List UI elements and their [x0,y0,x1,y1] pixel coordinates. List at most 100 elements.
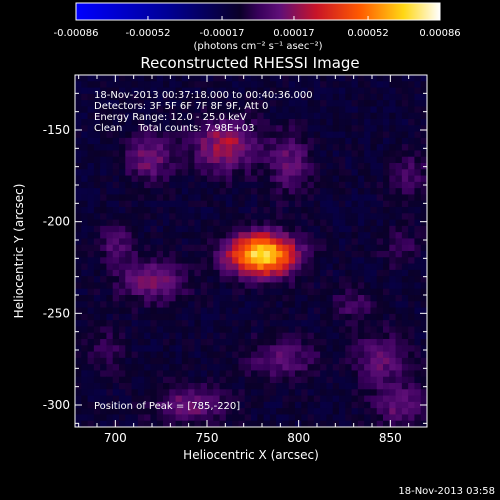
heatmap-cell [144,276,151,283]
colorbar-tick-label: -0.00017 [200,28,245,39]
heatmap-cell [295,408,302,415]
heatmap-cell [169,339,176,346]
heatmap-cell [207,93,214,101]
heatmap-cell [75,364,82,371]
heatmap-cell [401,414,409,422]
heatmap-cell [389,389,396,396]
heatmap-cell [269,125,277,132]
heatmap-cell [137,288,145,296]
heatmap-cell [389,276,396,283]
heatmap-cell [351,169,359,176]
heatmap-cell [207,169,214,176]
heatmap-cell [150,163,158,170]
heatmap-cell [395,276,403,283]
heatmap-cell [232,370,239,378]
heatmap-cell [383,75,390,82]
heatmap-cell [106,276,114,283]
heatmap-cell [408,238,415,246]
heatmap-cell [395,345,403,352]
heatmap-cell [100,93,107,101]
heatmap-cell [401,257,409,264]
heatmap-cell [81,332,88,340]
heatmap-cell [188,376,195,384]
heatmap-cell [232,376,239,384]
heatmap-cell [238,93,246,101]
heatmap-cell [401,263,409,271]
heatmap-cell [276,106,283,114]
heatmap-cell [188,288,195,296]
heatmap-cell [282,401,290,409]
heatmap-cell [326,207,334,214]
heatmap-cell [364,269,371,277]
heatmap-cell [169,313,176,321]
heatmap-cell [156,169,164,176]
heatmap-cell [181,125,189,132]
heatmap-cell [288,251,296,258]
heatmap-cell [93,188,101,195]
heatmap-cell [238,207,246,214]
heatmap-cell [131,269,139,277]
heatmap-cell [244,313,252,321]
heatmap-cell [332,307,340,315]
heatmap-cell [131,351,139,359]
heatmap-cell [326,307,334,315]
heatmap-cell [75,238,82,246]
heatmap-cell [119,87,126,95]
heatmap-cell [345,81,352,88]
heatmap-cell [137,150,145,158]
heatmap-cell [93,401,101,409]
heatmap-cell [408,383,415,390]
heatmap-cell [295,295,302,302]
heatmap-cell [175,345,183,352]
heatmap-cell [112,307,120,315]
heatmap-cell [219,219,227,227]
heatmap-cell [370,408,378,415]
heatmap-cell [232,213,239,220]
heatmap-cell [144,163,151,170]
heatmap-cell [395,93,403,101]
heatmap-cell [112,144,120,151]
heatmap-cell [414,383,422,390]
heatmap-cell [339,213,346,220]
heatmap-cell [339,156,346,164]
heatmap-cell [339,207,346,214]
heatmap-cell [106,213,114,220]
heatmap-cell [414,313,422,321]
heatmap-cell [163,119,170,126]
colorbar-tick-label: -0.00052 [125,28,170,39]
heatmap-cell [326,181,334,189]
heatmap-cell [420,351,428,359]
heatmap-cell [276,414,283,422]
heatmap-cell [313,112,321,120]
heatmap-cell [351,100,359,107]
heatmap-cell [219,282,227,290]
heatmap-cell [345,276,352,283]
heatmap-cell [169,282,176,290]
heatmap-cell [276,276,283,283]
heatmap-cell [357,125,365,132]
heatmap-cell [383,326,390,334]
heatmap-cell [244,131,252,139]
heatmap-cell [301,307,308,315]
heatmap-cell [263,175,271,183]
heatmap-cell [163,188,170,195]
heatmap-cell [207,269,214,277]
heatmap-cell [251,200,258,208]
heatmap-cell [370,156,378,164]
heatmap-cell [194,81,202,88]
heatmap-cell [326,81,334,88]
heatmap-cell [150,219,158,227]
heatmap-cell [232,244,239,252]
heatmap-cell [376,326,384,334]
heatmap-cell [175,244,183,252]
heatmap-cell [307,370,315,378]
heatmap-cell [163,156,170,164]
heatmap-cell [276,163,283,170]
heatmap-cell [106,401,114,409]
heatmap-cell [106,232,114,239]
heatmap-cell [163,401,170,409]
heatmap-cell [169,100,176,107]
heatmap-cell [263,225,271,233]
heatmap-cell [395,232,403,239]
heatmap-cell [100,313,107,321]
